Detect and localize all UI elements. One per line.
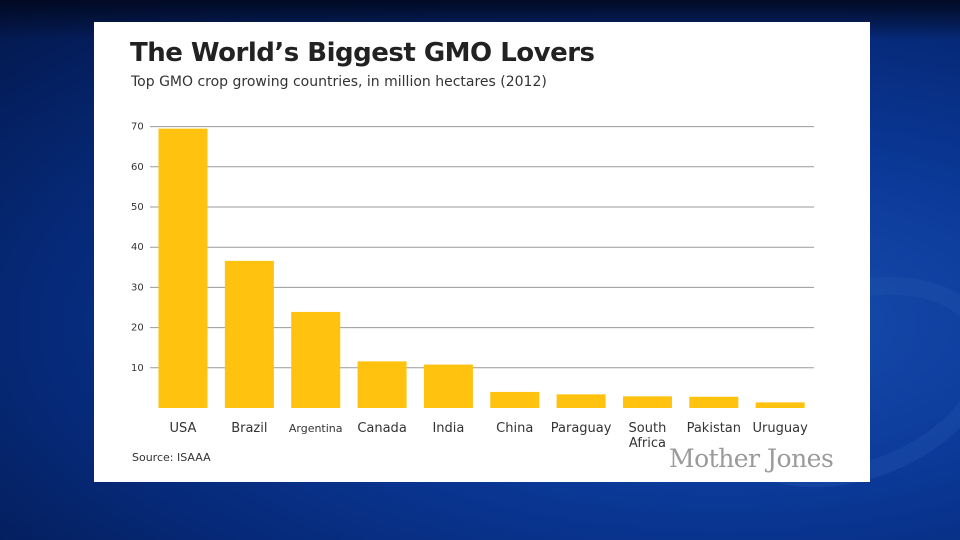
bar-uruguay: [755, 402, 805, 408]
y-tick-label-70: 70: [131, 122, 144, 133]
bar-canada: [357, 361, 407, 408]
bar-china: [490, 391, 540, 408]
x-category-label-uruguay: Uruguay: [753, 421, 809, 436]
bar-south-africa: [622, 396, 672, 408]
bar-pakistan: [689, 396, 739, 408]
bar-argentina: [291, 311, 341, 408]
bar-chart: 10 20 30 40 50 60 70 USA Brazil Argentina Canada In…: [131, 122, 814, 451]
x-category-label-brazil: Brazil: [231, 421, 267, 436]
x-category-label-south-africa: South Africa: [629, 421, 667, 451]
bar-usa: [158, 128, 208, 409]
chart-card: The World’s Biggest GMO Lovers Top GMO c…: [94, 22, 870, 482]
x-category-label-india: India: [432, 421, 464, 436]
x-category-label-usa: USA: [170, 421, 197, 436]
bar-paraguay: [556, 394, 606, 408]
chart-title: The World’s Biggest GMO Lovers: [130, 38, 595, 68]
y-tick-label-60: 60: [131, 162, 144, 173]
y-tick-label-30: 30: [131, 282, 144, 293]
mother-jones-logo: Mother Jones: [669, 444, 834, 473]
x-category-label-pakistan: Pakistan: [687, 421, 741, 436]
bar-brazil: [224, 260, 274, 408]
y-tick-label-50: 50: [131, 202, 144, 213]
x-category-label-argentina: Argentina: [289, 422, 343, 435]
bar-india: [423, 364, 473, 408]
x-category-label-canada: Canada: [357, 421, 406, 436]
y-tick-label-40: 40: [131, 242, 144, 253]
x-category-label-china: China: [496, 421, 533, 436]
y-tick-label-10: 10: [131, 363, 144, 374]
source-note: Source: ISAAA: [132, 451, 211, 464]
x-category-label-paraguay: Paraguay: [551, 421, 612, 436]
y-tick-label-20: 20: [131, 323, 144, 334]
chart-subtitle: Top GMO crop growing countries, in milli…: [131, 74, 547, 90]
